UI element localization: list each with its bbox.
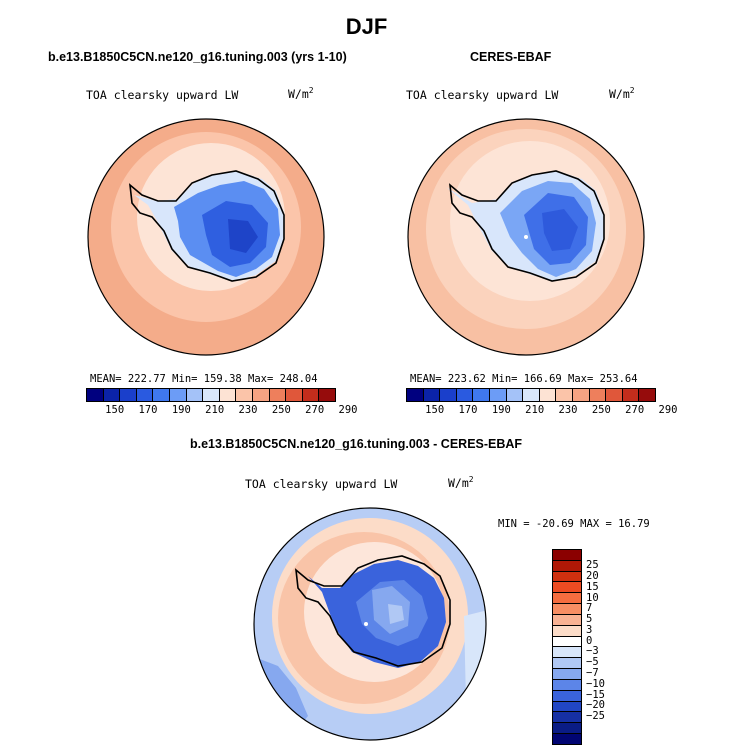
colorbar-tick-label: 290 [338, 404, 358, 416]
colorbar-swatch [153, 389, 170, 401]
diff-units-label: W/m2 [448, 475, 474, 490]
colorbar-tick-label: 150 [425, 404, 445, 416]
colorbar-tick-label: 210 [525, 404, 545, 416]
colorbar-tick-label: 5 [586, 613, 593, 626]
colorbar-tick-label: 270 [305, 404, 325, 416]
colorbar-tick-label: 3 [586, 623, 593, 636]
colorbar-swatch [186, 389, 204, 401]
diff-stats: MIN = -20.69 MAX = 16.79 [498, 518, 650, 530]
colorbar-swatch [473, 389, 490, 401]
colorbar-swatch [539, 389, 557, 401]
colorbar-swatch [553, 604, 581, 615]
colorbar-tick-label: −20 [586, 699, 605, 712]
colorbar-swatch [553, 723, 581, 735]
colorbar-swatch [606, 389, 623, 401]
colorbar-tick-label: 190 [491, 404, 511, 416]
colorbar-tick-label: 20 [586, 569, 599, 582]
colorbar-swatch [319, 389, 335, 401]
colorbar-tick-label: 230 [558, 404, 578, 416]
colorbar-swatch [553, 712, 581, 724]
colorbar-swatch [556, 389, 573, 401]
colorbar-swatch [286, 389, 303, 401]
colorbar-swatch [553, 658, 581, 670]
colorbar-tick-label: 250 [591, 404, 611, 416]
colorbar-tick-label: 290 [658, 404, 678, 416]
colorbar-tick-label: −5 [586, 656, 599, 669]
colorbar-swatch [456, 389, 474, 401]
colorbar-tick-label: 270 [625, 404, 645, 416]
model-variable-label: TOA clearsky upward LW [86, 88, 239, 102]
colorbar-swatch [489, 389, 507, 401]
colorbar-tick-label: 10 [586, 591, 599, 604]
colorbar-tick-label: −25 [586, 710, 605, 723]
colorbar-swatch [203, 389, 220, 401]
diff-variable-label: TOA clearsky upward LW [245, 477, 398, 491]
colorbar-tick-label: 250 [271, 404, 291, 416]
diff-panel-title: b.e13.B1850C5CN.ne120_g16.tuning.003 - C… [190, 437, 523, 451]
obs-units-label: W/m2 [609, 86, 635, 101]
colorbar-swatch [553, 550, 581, 561]
colorbar-swatch [553, 560, 581, 572]
colorbar-tick-label: 170 [138, 404, 158, 416]
model-stats: MEAN= 222.77 Min= 159.38 Max= 248.04 [90, 373, 318, 385]
colorbar-swatch [302, 389, 320, 401]
colorbar-swatch [553, 625, 581, 637]
colorbar-swatch [523, 389, 540, 401]
colorbar-swatch [169, 389, 187, 401]
colorbar-swatch [553, 734, 581, 744]
colorbar-tick-label: −7 [586, 666, 599, 679]
colorbar-tick-label: 190 [171, 404, 191, 416]
model-panel-title: b.e13.B1850C5CN.ne120_g16.tuning.003 (yr… [48, 50, 347, 64]
colorbar-swatch [120, 389, 137, 401]
colorbar-swatch [407, 389, 424, 401]
colorbar-swatch [553, 614, 581, 626]
colorbar-swatch [553, 701, 581, 713]
colorbar-swatch [553, 636, 581, 648]
colorbar-tick-label: 170 [458, 404, 478, 416]
model-units-label: W/m2 [288, 86, 314, 101]
colorbar-swatch [236, 389, 253, 401]
obs-panel-title: CERES-EBAF [470, 50, 552, 64]
colorbar-tick-label: 25 [586, 559, 599, 572]
colorbar-tick-label: 0 [586, 634, 593, 647]
colorbar-tick-label: 7 [586, 602, 593, 615]
colorbar-swatch [553, 582, 581, 594]
figure-title: DJF [345, 14, 388, 39]
colorbar-swatch [269, 389, 287, 401]
colorbar-swatch [553, 690, 581, 702]
obs-polar-map [407, 118, 645, 356]
colorbar-swatch [572, 389, 590, 401]
colorbar-swatch [440, 389, 457, 401]
colorbar-swatch [553, 571, 581, 583]
colorbar-swatch [87, 389, 104, 401]
diff-colorbar [552, 549, 582, 745]
colorbar-swatch [553, 679, 581, 691]
obs-variable-label: TOA clearsky upward LW [406, 88, 559, 102]
colorbar-swatch [553, 593, 581, 605]
colorbar-swatch [252, 389, 270, 401]
obs-colorbar: 150 170 190 210 230 250 270 290 [406, 388, 677, 416]
colorbar-tick-label: 230 [238, 404, 258, 416]
colorbar-swatch [506, 389, 524, 401]
colorbar-tick-label: 150 [105, 404, 125, 416]
colorbar-tick-label: −3 [586, 645, 599, 658]
diff-polar-map [253, 507, 487, 741]
colorbar-tick-label: 210 [205, 404, 225, 416]
colorbar-tick-label: −10 [586, 677, 605, 690]
colorbar-swatch [219, 389, 237, 401]
colorbar-tick-label: −15 [586, 688, 605, 701]
colorbar-swatch [639, 389, 655, 401]
colorbar-swatch [553, 647, 581, 659]
model-polar-map [87, 118, 325, 356]
colorbar-swatch [423, 389, 441, 401]
colorbar-swatch [103, 389, 121, 401]
model-colorbar: 150 170 190 210 230 250 270 290 [86, 388, 357, 416]
colorbar-tick-label: 15 [586, 580, 599, 593]
colorbar-swatch [589, 389, 607, 401]
colorbar-swatch [136, 389, 154, 401]
colorbar-swatch [553, 669, 581, 680]
obs-stats: MEAN= 223.62 Min= 166.69 Max= 253.64 [410, 373, 638, 385]
colorbar-swatch [622, 389, 640, 401]
